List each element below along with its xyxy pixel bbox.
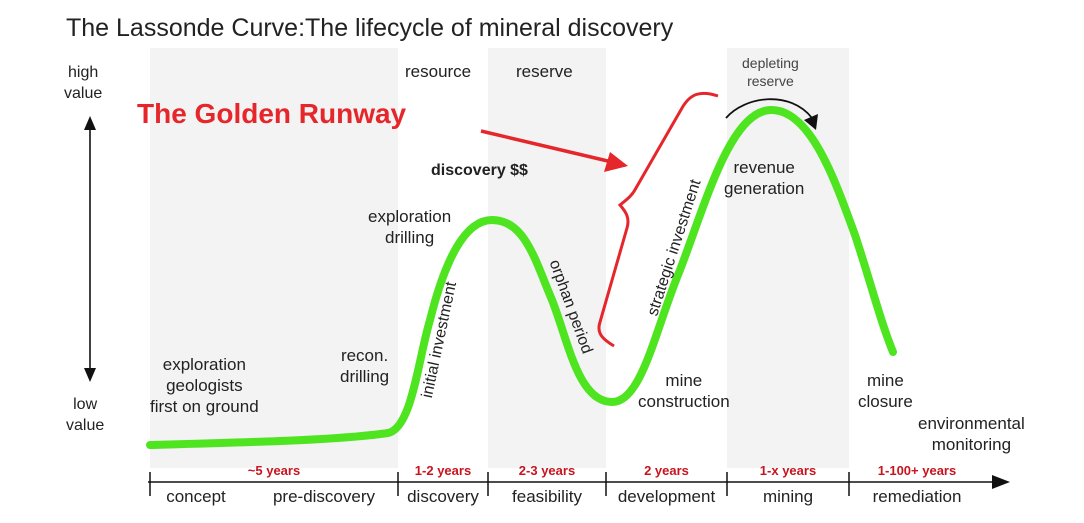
diagram-title: The Lassonde Curve:The lifecycle of mine… bbox=[66, 14, 674, 42]
duration-concept: ~5 years bbox=[247, 463, 301, 478]
label-exploration-geologists: exploration geologists first on ground bbox=[150, 355, 259, 416]
golden-runway-arrow-line bbox=[480, 129, 613, 164]
depleting-reserve-arrow bbox=[725, 98, 813, 119]
lifecycle-curve bbox=[146, 105, 897, 449]
phase-concept: concept bbox=[166, 487, 226, 506]
depleting-reserve-arrowhead bbox=[804, 114, 818, 130]
band-label-reserve: reserve bbox=[516, 62, 573, 81]
band-label-depleting-reserve: depleting reserve bbox=[742, 55, 799, 89]
label-exploration-drilling: exploration drilling bbox=[368, 207, 452, 247]
y-axis-low-label: low value bbox=[66, 396, 105, 434]
duration-development: 2 years bbox=[644, 463, 689, 478]
phase-remediation: remediation bbox=[872, 487, 962, 506]
label-mine-construction: mine construction bbox=[638, 371, 730, 411]
phase-mining: mining bbox=[762, 487, 814, 506]
label-revenue-generation: revenue generation bbox=[724, 158, 805, 198]
duration-remediation: 1-100+ years bbox=[877, 463, 957, 478]
label-environmental-monitoring: environmental monitoring bbox=[918, 414, 1025, 454]
duration-feasibility: 2-3 years bbox=[518, 463, 576, 478]
phase-feasibility: feasibility bbox=[512, 487, 582, 506]
phase-discovery: discovery bbox=[407, 487, 479, 506]
y-axis-high-label: high value bbox=[64, 64, 103, 102]
label-mine-closure: mine closure bbox=[858, 371, 913, 411]
value-axis-up-arrow bbox=[84, 116, 96, 130]
band-label-resource: resource bbox=[405, 62, 472, 81]
golden-runway-label: The Golden Runway bbox=[137, 98, 407, 129]
label-discovery-money: discovery $$ bbox=[431, 162, 528, 179]
duration-mining: 1-x years bbox=[759, 463, 817, 478]
duration-discovery: 1-2 years bbox=[414, 463, 472, 478]
value-axis-down-arrow bbox=[84, 368, 96, 382]
golden-runway-brace bbox=[597, 91, 719, 348]
band-concept bbox=[150, 48, 398, 468]
timeline-axis-arrowhead bbox=[992, 475, 1010, 489]
band-feasibility bbox=[488, 48, 606, 468]
label-recon-drilling: recon. drilling bbox=[340, 346, 390, 386]
phase-development: development bbox=[617, 487, 716, 506]
phase-pre-discovery: pre-discovery bbox=[272, 487, 376, 506]
golden-runway-arrowhead bbox=[604, 152, 628, 172]
